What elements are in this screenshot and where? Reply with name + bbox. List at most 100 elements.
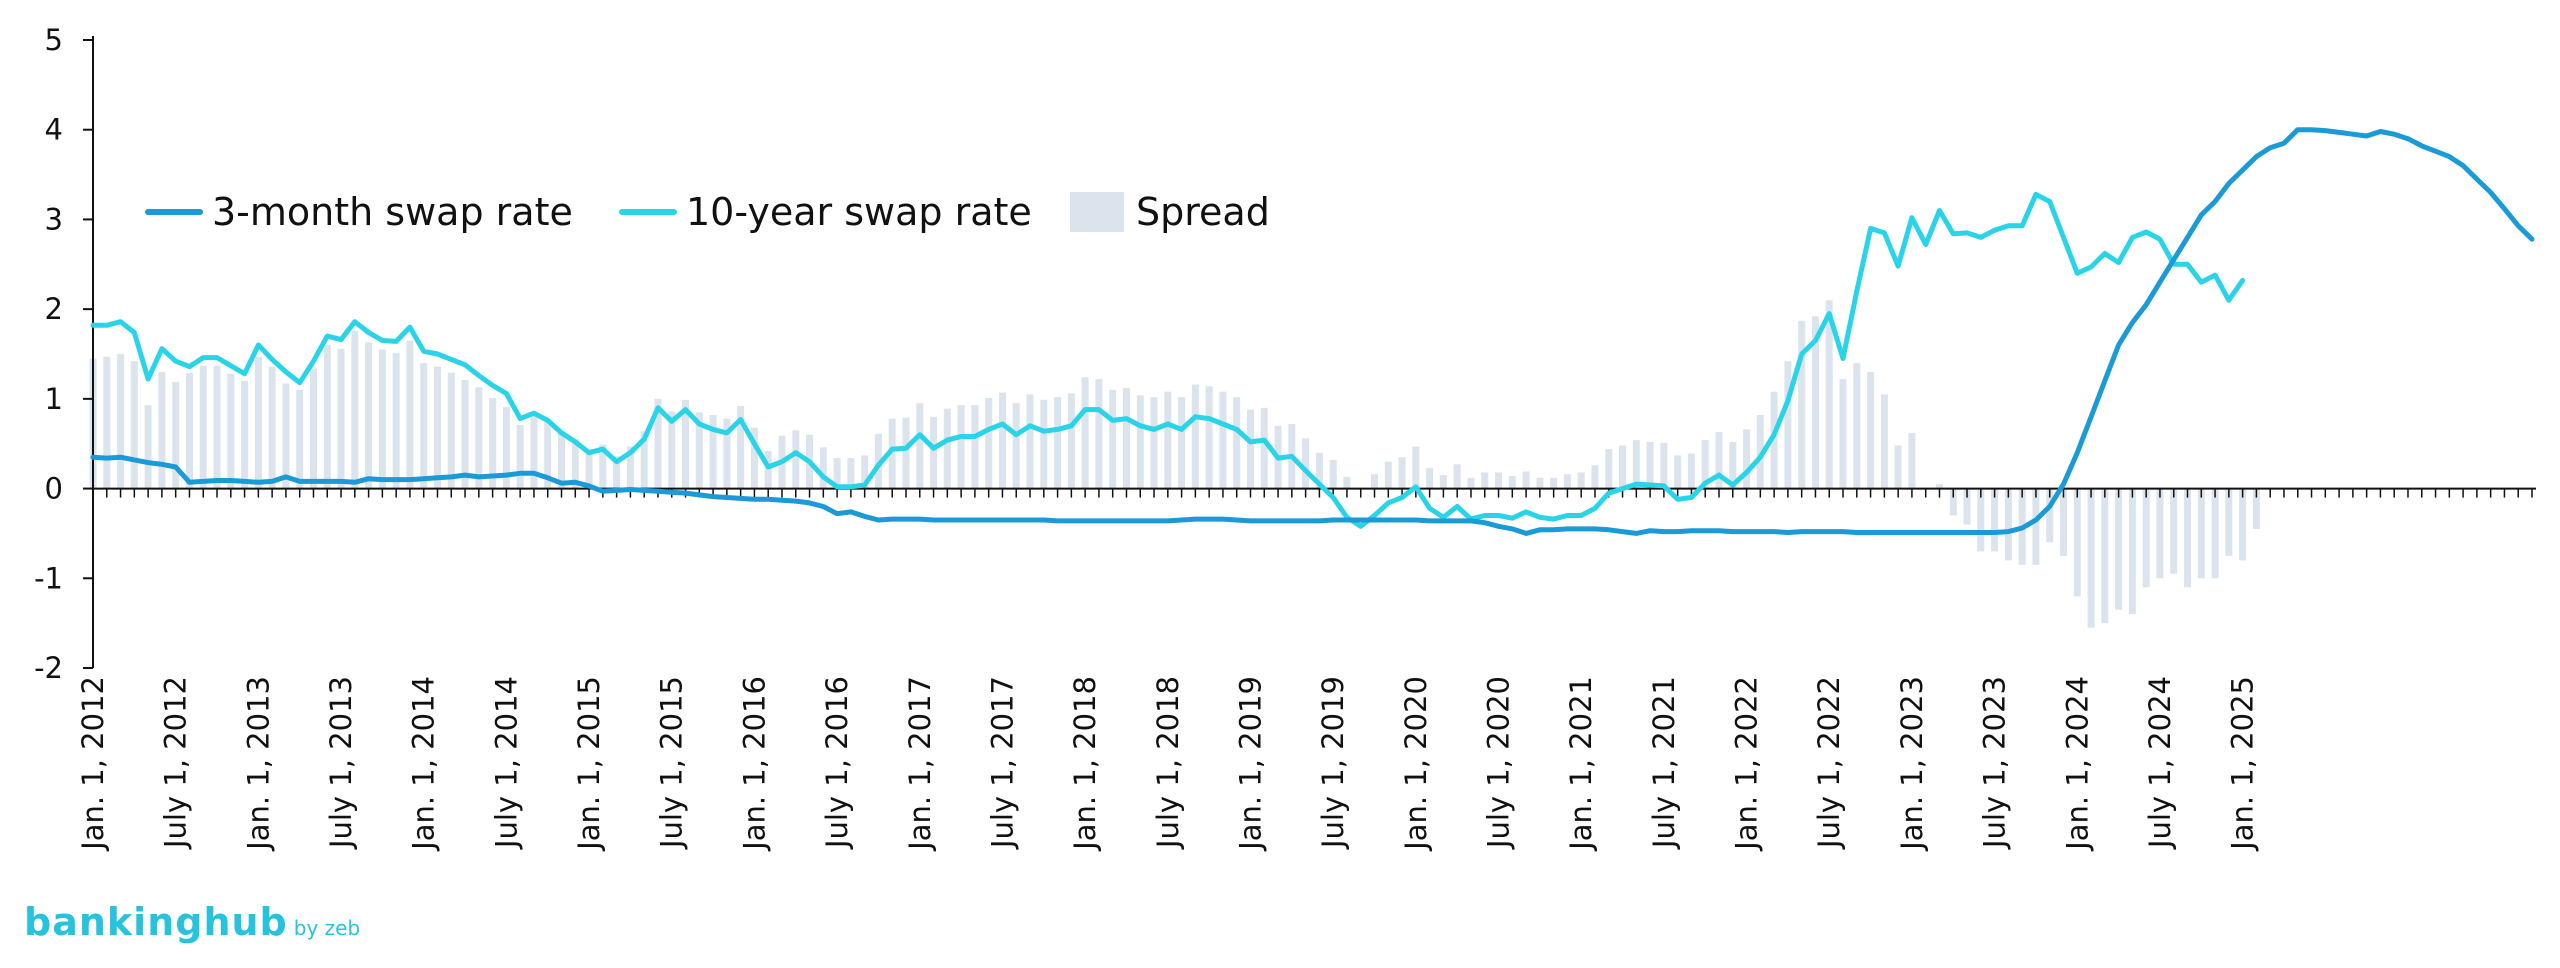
legend-label-spread: Spread [1136, 190, 1270, 234]
spread-bar [254, 356, 262, 489]
y-tick-label: 5 [45, 23, 63, 57]
spread-bar [1426, 467, 1434, 489]
spread-bar [1674, 455, 1682, 489]
spread-bar [861, 455, 869, 489]
spread-bar [1081, 377, 1089, 489]
logo-wordmark: bankinghub [24, 900, 288, 944]
axes: -2 -1 0 1 2 3 4 5 Jan. 1, 2012 July 1, 2012 Jan. 1… [34, 23, 2536, 852]
spread-bar [1233, 397, 1241, 489]
spread-bar [1825, 300, 1833, 489]
spread-bar [792, 430, 800, 489]
spread-bar [1632, 440, 1640, 489]
spread-bar [1040, 399, 1048, 489]
spread-bar [737, 406, 745, 489]
legend-swatch-spread [1070, 192, 1124, 232]
spread-bar [668, 411, 676, 489]
spread-bar [1770, 391, 1778, 489]
spread-bar [999, 392, 1006, 489]
spread-bar [323, 345, 331, 489]
y-tick-label: -2 [34, 651, 63, 685]
spread-bar [1715, 432, 1723, 489]
spread-bar [682, 399, 689, 489]
spread-bar [2073, 488, 2081, 597]
spread-bar [1908, 432, 1916, 489]
spread-bar [1067, 393, 1075, 489]
spread-bar [1095, 379, 1103, 489]
x-tick-label: Jan. 1, 2022 [1730, 676, 1764, 852]
spread-bar [1894, 445, 1902, 489]
spread-bar [626, 446, 634, 489]
series-lines [90, 127, 2535, 536]
spread-bar [930, 416, 938, 489]
x-tick-label: July 1, 2022 [1812, 676, 1846, 850]
spread-bar [103, 356, 111, 489]
spread-bar [847, 458, 855, 489]
spread-bar [530, 415, 538, 489]
spread-bar [1977, 488, 1985, 552]
spread-bar [378, 349, 386, 489]
line-3-month-swap-rate [90, 127, 2535, 536]
spread-bar [1660, 442, 1668, 489]
spread-bar [172, 381, 180, 489]
line-10-year-swap-rate [90, 191, 2246, 529]
x-tick-label: July 1, 2014 [489, 676, 523, 850]
spread-bar [1963, 488, 1971, 525]
spread-bar [502, 406, 510, 489]
logo-tagline: by zeb [293, 916, 361, 940]
spread-bar [1467, 477, 1475, 489]
spread-bar [337, 348, 345, 489]
spread-bar [1371, 474, 1378, 489]
spread-bar [434, 366, 441, 489]
spread-bar [902, 417, 910, 489]
x-tick-label: Jan. 1, 2025 [2226, 676, 2260, 852]
spread-bar [558, 431, 565, 489]
spread-bar [2211, 488, 2219, 579]
spread-bar [1012, 403, 1020, 489]
spread-bar [1164, 391, 1172, 489]
spread-bar [640, 431, 648, 489]
spread-bar [1619, 445, 1626, 489]
y-tick-label: 2 [45, 292, 63, 326]
spread-bar [1687, 453, 1695, 489]
spread-bar [392, 353, 400, 489]
spread-bar [310, 368, 317, 489]
x-tick-label: Jan. 1, 2020 [1399, 676, 1433, 852]
spread-bar [2115, 488, 2123, 610]
spread-bar [2142, 488, 2150, 588]
y-tick-label: 1 [45, 382, 63, 416]
spread-bar [571, 439, 579, 489]
spread-bar [227, 373, 235, 489]
x-tick-label: Jan. 1, 2015 [572, 676, 606, 852]
spread-bar [406, 340, 414, 489]
spread-bar [1026, 394, 1034, 489]
spread-bar [1453, 464, 1461, 489]
spread-bar [1743, 429, 1751, 489]
spread-bar [1522, 471, 1530, 489]
spread-bars [89, 300, 2260, 628]
spread-bar [1109, 389, 1117, 489]
spread-bar [888, 418, 896, 489]
x-tick-label: Jan. 1, 2019 [1233, 676, 1267, 852]
spread-bar [1991, 488, 1999, 552]
spread-bar [2170, 488, 2178, 574]
spread-bar [1646, 441, 1654, 489]
spread-bar [1481, 472, 1489, 489]
spread-bar [957, 405, 965, 489]
spread-bar [2156, 488, 2164, 579]
spread-bar [1577, 472, 1585, 489]
spread-bar [874, 433, 882, 489]
spread-bar [351, 330, 359, 489]
spread-bar [833, 458, 841, 489]
spread-bar [2225, 488, 2233, 556]
spread-bar [2060, 488, 2067, 556]
spread-bar [544, 419, 552, 489]
spread-bar [1219, 391, 1227, 489]
spread-bar [613, 456, 621, 489]
spread-bar [1853, 363, 1861, 489]
y-tick-label: -1 [34, 561, 63, 595]
y-tick-label: 4 [45, 113, 63, 147]
spread-bar [1867, 371, 1875, 489]
legend: 3-month swap rate 10-year swap rate Spre… [145, 190, 1270, 234]
spread-bar [241, 380, 249, 489]
x-tick-label: Jan. 1, 2012 [76, 676, 110, 852]
